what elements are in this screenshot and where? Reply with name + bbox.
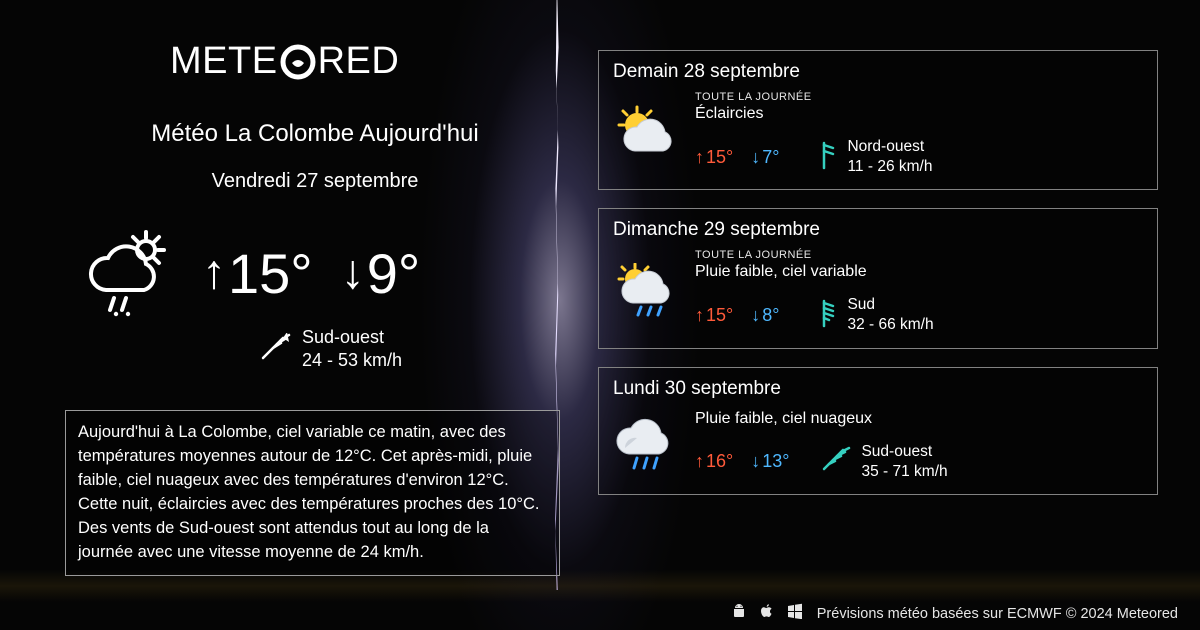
- arrow-up-icon: ↑: [695, 147, 704, 168]
- today-lo-value: 9°: [367, 241, 421, 306]
- windows-icon[interactable]: [787, 603, 803, 624]
- today-wind: Sud-ouest 24 - 53 km/h: [260, 326, 560, 373]
- forecast-period: TOUTE LA JOURNÉE: [695, 91, 1143, 103]
- forecast-condition: Pluie faible, ciel variable: [695, 263, 1143, 281]
- forecast-lo: ↓8°: [751, 305, 779, 326]
- brand-right: RED: [318, 40, 400, 83]
- apple-icon[interactable]: [759, 603, 775, 624]
- arrow-down-icon: ↓: [341, 249, 365, 297]
- forecast-hi: ↑15°: [695, 305, 733, 326]
- wind-icon: [821, 446, 851, 477]
- wind-icon: [811, 298, 837, 333]
- forecast-period: TOUTE LA JOURNÉE: [695, 249, 1143, 261]
- forecast-card[interactable]: Dimanche 29 septembre TOUTE LA JOURNÉE: [598, 208, 1158, 348]
- today-temps: ↑ 15° ↓ 9°: [202, 241, 420, 306]
- today-wind-dir: Sud-ouest: [302, 326, 402, 349]
- arrow-down-icon: ↓: [751, 147, 760, 168]
- cloud-rain-icon: [613, 416, 677, 474]
- sun-cloud-icon: [613, 105, 677, 163]
- forecast-condition: Pluie faible, ciel nuageux: [695, 410, 1143, 428]
- forecast-panel: Demain 28 septembre TOUTE LA JOURNÉE Écl…: [598, 50, 1158, 513]
- forecast-wind: Nord-ouest 11 - 26 km/h: [847, 137, 932, 177]
- forecast-lo: ↓7°: [751, 147, 779, 168]
- forecast-hi: ↑15°: [695, 147, 733, 168]
- forecast-hi: ↑16°: [695, 451, 733, 472]
- arrow-up-icon: ↑: [695, 305, 704, 326]
- forecast-wind: Sud 32 - 66 km/h: [847, 295, 933, 335]
- forecast-wind: Sud-ouest 35 - 71 km/h: [861, 442, 947, 482]
- today-wind-text: Sud-ouest 24 - 53 km/h: [302, 326, 402, 373]
- arrow-down-icon: ↓: [751, 451, 760, 472]
- footer-credit: Prévisions météo basées sur ECMWF © 2024…: [817, 606, 1178, 622]
- today-main-row: ↑ 15° ↓ 9°: [80, 228, 560, 318]
- today-hi-value: 15°: [228, 241, 313, 306]
- today-panel: Météo La Colombe Aujourd'hui Vendredi 27…: [70, 120, 560, 373]
- wind-icon: [260, 333, 292, 366]
- android-icon[interactable]: [731, 603, 747, 624]
- today-description: Aujourd'hui à La Colombe, ciel variable …: [65, 410, 560, 576]
- brand-logo-icon: [280, 44, 316, 80]
- sun-cloud-rain-icon: [613, 263, 677, 321]
- brand-logo: METE RED: [170, 40, 399, 83]
- platform-icons: [731, 603, 803, 624]
- arrow-up-icon: ↑: [695, 451, 704, 472]
- forecast-card[interactable]: Demain 28 septembre TOUTE LA JOURNÉE Écl…: [598, 50, 1158, 190]
- today-hi: ↑ 15°: [202, 241, 313, 306]
- page-title: Météo La Colombe Aujourd'hui: [70, 120, 560, 148]
- today-weather-icon: [80, 228, 180, 318]
- forecast-day-label: Demain 28 septembre: [613, 61, 1143, 83]
- forecast-card[interactable]: Lundi 30 septembre Pluie faible, ciel nu…: [598, 367, 1158, 495]
- forecast-day-label: Dimanche 29 septembre: [613, 219, 1143, 241]
- today-lo: ↓ 9°: [341, 241, 421, 306]
- footer: Prévisions météo basées sur ECMWF © 2024…: [0, 603, 1200, 624]
- today-wind-speed: 24 - 53 km/h: [302, 349, 402, 372]
- arrow-up-icon: ↑: [202, 249, 226, 297]
- forecast-condition: Éclaircies: [695, 105, 1143, 123]
- arrow-down-icon: ↓: [751, 305, 760, 326]
- forecast-lo: ↓13°: [751, 451, 789, 472]
- forecast-day-label: Lundi 30 septembre: [613, 378, 1143, 400]
- brand-left: METE: [170, 40, 278, 83]
- today-date: Vendredi 27 septembre: [70, 170, 560, 193]
- wind-icon: [811, 140, 837, 175]
